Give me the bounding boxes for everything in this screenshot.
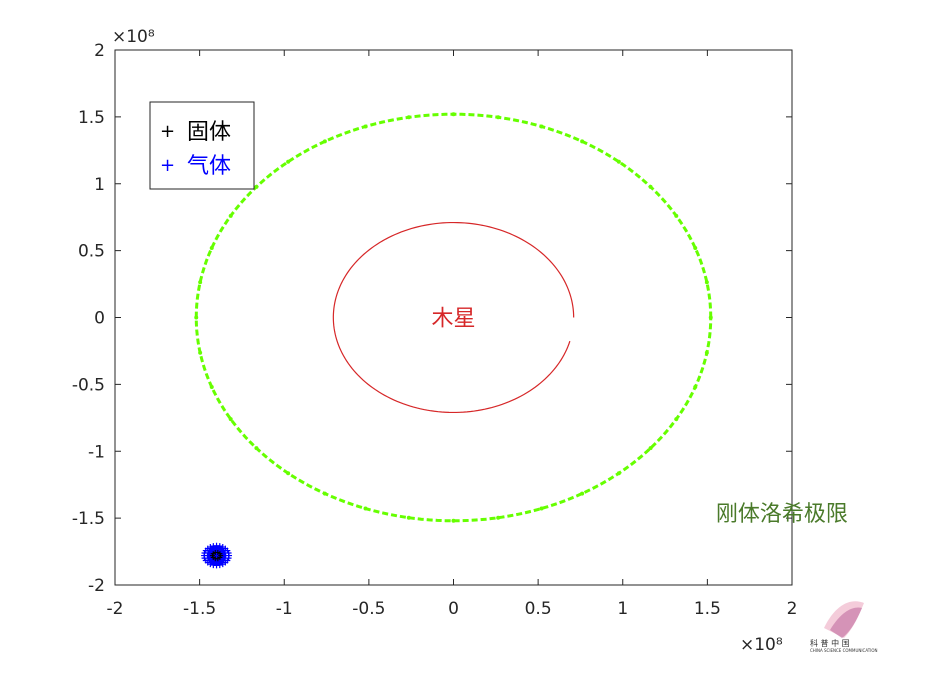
series-1-point <box>194 315 199 320</box>
y-tick-label: 1 <box>94 175 105 195</box>
y-exponent-label: ×10⁸ <box>112 27 155 47</box>
series-1-point <box>254 184 259 189</box>
annotation-1: 刚体洛希极限 <box>716 502 848 527</box>
gas-marker <box>207 544 214 551</box>
gas-marker <box>210 562 217 569</box>
y-tick-label: 0 <box>94 309 105 329</box>
x-tick-label: 0.5 <box>525 599 552 619</box>
legend-marker-solid: + <box>160 121 175 142</box>
ticks: -2 -1.5 -1 -0.5 0 0.5 1 1.5 2 -2 -1.5 -1 -0.5 0 0.5 1 1.… <box>72 41 798 619</box>
legend-label-gas: 气体 <box>187 154 231 179</box>
y-tick-label: -2 <box>88 576 105 596</box>
series-1-point <box>648 184 653 189</box>
series-1-point <box>693 385 698 390</box>
legend-box <box>149 101 255 190</box>
series-0-line <box>332 221 575 414</box>
logo-text: 科 普 中 国 <box>810 638 850 648</box>
x-tick-label: -1 <box>276 599 293 619</box>
gas-cluster <box>206 545 227 566</box>
series-1-point <box>693 245 698 250</box>
series-1-point <box>580 139 585 144</box>
logo-subtext: CHINA SCIENCE COMMUNICATION <box>810 648 878 653</box>
series-1-point <box>451 518 456 523</box>
series-1-point <box>496 115 501 120</box>
y-tick-label: -1 <box>88 442 105 462</box>
series-1-point <box>363 124 368 129</box>
legend: + 固体 + 气体 <box>149 101 255 190</box>
solid-marker <box>217 551 223 557</box>
legend-marker-gas: + <box>160 155 175 176</box>
series-1-point <box>286 471 291 476</box>
series-1-point <box>228 213 233 218</box>
logo-wing-inner-icon <box>830 607 862 638</box>
x-tick-label: -0.5 <box>352 599 385 619</box>
legend-label-solid: 固体 <box>187 120 231 145</box>
series-1-point <box>286 159 291 164</box>
series-1-point <box>198 350 203 355</box>
series-1-point <box>228 417 233 422</box>
series-1-point <box>322 491 327 496</box>
logo: 科 普 中 国 CHINA SCIENCE COMMUNICATION <box>810 601 878 653</box>
series-1-point <box>539 124 544 129</box>
series-1-point <box>704 350 709 355</box>
x-tick-label: 1.5 <box>694 599 721 619</box>
x-tick-label: -2 <box>107 599 124 619</box>
y-tick-label: -1.5 <box>72 509 105 529</box>
series-1-point <box>451 112 456 117</box>
series-1-point <box>209 385 214 390</box>
gas-marker <box>225 550 232 557</box>
series-1-point <box>580 491 585 496</box>
series-1-point <box>198 280 203 285</box>
series-1-point <box>708 315 713 320</box>
series-1-point <box>406 115 411 120</box>
series-1-point <box>616 471 621 476</box>
gas-marker <box>216 543 223 550</box>
series-1-point <box>539 506 544 511</box>
x-tick-label: -1.5 <box>183 599 216 619</box>
y-tick-label: 1.5 <box>78 108 105 128</box>
series-1-point <box>616 159 621 164</box>
series-1-point <box>209 245 214 250</box>
x-tick-label: 0 <box>448 599 459 619</box>
series-1-point <box>704 280 709 285</box>
x-exponent-label: ×10⁸ <box>740 635 783 655</box>
gas-marker <box>219 561 226 568</box>
series-1-point <box>496 515 501 520</box>
series-1-point <box>254 446 259 451</box>
annotation-0: 木星 <box>431 307 475 332</box>
y-tick-label: 2 <box>94 41 105 61</box>
y-tick-label: -0.5 <box>72 375 105 395</box>
y-tick-label: 0.5 <box>78 242 105 262</box>
series-1-point <box>322 139 327 144</box>
series-1-point <box>363 506 368 511</box>
x-tick-label: 2 <box>787 599 798 619</box>
data-layer <box>194 112 713 569</box>
series-1-point <box>406 515 411 520</box>
series-1-point <box>674 213 679 218</box>
series-1-point <box>648 446 653 451</box>
series-1-point <box>674 417 679 422</box>
x-tick-label: 1 <box>617 599 628 619</box>
